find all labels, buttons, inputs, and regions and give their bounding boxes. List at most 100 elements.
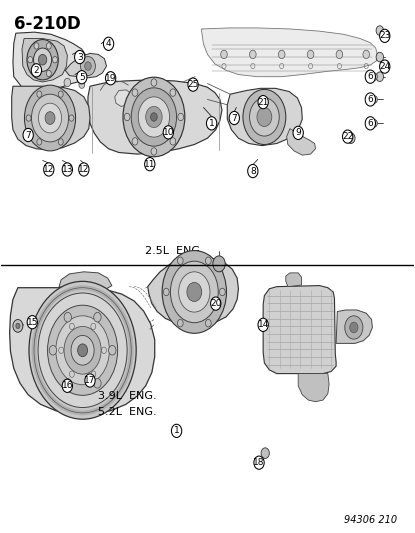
Circle shape: [94, 378, 101, 388]
Circle shape: [62, 163, 73, 176]
Circle shape: [78, 344, 88, 357]
Circle shape: [188, 78, 198, 91]
Circle shape: [243, 90, 286, 144]
Text: 18: 18: [253, 458, 265, 467]
Circle shape: [151, 113, 157, 121]
Polygon shape: [201, 28, 377, 77]
Circle shape: [29, 281, 136, 419]
Circle shape: [37, 91, 42, 98]
Circle shape: [27, 39, 58, 80]
Circle shape: [207, 117, 217, 130]
Circle shape: [365, 93, 376, 106]
Circle shape: [151, 148, 157, 155]
Circle shape: [187, 282, 202, 302]
Circle shape: [131, 88, 177, 146]
Circle shape: [177, 319, 183, 327]
Circle shape: [205, 257, 211, 264]
Polygon shape: [336, 310, 372, 343]
Circle shape: [164, 288, 169, 296]
Text: 22: 22: [342, 132, 353, 141]
Polygon shape: [22, 38, 67, 82]
Text: 3.9L  ENG.: 3.9L ENG.: [98, 391, 156, 401]
Circle shape: [71, 335, 94, 365]
Circle shape: [347, 133, 355, 143]
Polygon shape: [227, 88, 302, 146]
Circle shape: [48, 305, 117, 395]
Circle shape: [170, 89, 176, 96]
Circle shape: [162, 251, 227, 333]
Circle shape: [28, 56, 33, 63]
Circle shape: [307, 50, 314, 59]
Polygon shape: [12, 86, 90, 150]
Polygon shape: [286, 273, 301, 287]
Circle shape: [132, 89, 138, 96]
Circle shape: [62, 379, 73, 392]
Circle shape: [38, 293, 127, 408]
Circle shape: [24, 85, 76, 151]
Circle shape: [23, 128, 33, 142]
Circle shape: [376, 72, 383, 82]
Circle shape: [34, 43, 39, 49]
Circle shape: [85, 374, 95, 387]
Circle shape: [220, 288, 225, 296]
Circle shape: [177, 257, 183, 264]
Text: 1: 1: [209, 119, 215, 128]
Circle shape: [64, 326, 101, 374]
Circle shape: [46, 70, 51, 77]
Circle shape: [365, 117, 376, 130]
Circle shape: [77, 70, 87, 84]
Circle shape: [363, 50, 369, 59]
Circle shape: [178, 272, 210, 312]
Circle shape: [85, 62, 91, 70]
Text: 14: 14: [257, 320, 269, 329]
Circle shape: [376, 26, 383, 35]
Circle shape: [39, 103, 61, 133]
Circle shape: [79, 163, 89, 176]
Circle shape: [79, 81, 85, 88]
Circle shape: [171, 424, 182, 438]
Circle shape: [31, 63, 42, 77]
Text: 24: 24: [379, 62, 391, 71]
Circle shape: [124, 114, 130, 120]
Circle shape: [58, 139, 63, 145]
Circle shape: [109, 345, 116, 355]
Circle shape: [249, 98, 279, 136]
Circle shape: [229, 111, 239, 125]
Circle shape: [248, 165, 258, 177]
Circle shape: [132, 138, 138, 145]
Text: 8: 8: [250, 166, 256, 175]
Text: 12: 12: [43, 165, 54, 174]
Circle shape: [103, 37, 114, 51]
Circle shape: [34, 70, 39, 77]
Text: 3: 3: [77, 53, 83, 62]
Circle shape: [278, 50, 285, 59]
Polygon shape: [65, 53, 107, 78]
Circle shape: [336, 50, 343, 59]
Circle shape: [293, 126, 303, 140]
Polygon shape: [10, 288, 155, 414]
Circle shape: [13, 319, 23, 332]
Text: 17: 17: [84, 376, 96, 385]
Circle shape: [58, 91, 63, 98]
Polygon shape: [287, 128, 315, 155]
Circle shape: [44, 163, 54, 176]
Circle shape: [46, 43, 51, 49]
Text: 9: 9: [295, 128, 301, 138]
Polygon shape: [88, 80, 222, 154]
Text: 13: 13: [61, 165, 73, 174]
Circle shape: [342, 130, 353, 143]
Circle shape: [138, 97, 170, 137]
Circle shape: [380, 60, 390, 73]
Circle shape: [163, 126, 173, 139]
Polygon shape: [298, 374, 329, 402]
Text: 5: 5: [79, 72, 85, 82]
Text: 94306 210: 94306 210: [344, 515, 397, 525]
Circle shape: [16, 323, 20, 328]
Circle shape: [151, 79, 157, 86]
Text: 2: 2: [34, 66, 39, 75]
Text: 7: 7: [25, 131, 31, 140]
Circle shape: [371, 96, 377, 103]
Circle shape: [123, 77, 185, 157]
Text: 6: 6: [367, 119, 373, 128]
Text: 10: 10: [163, 128, 174, 137]
